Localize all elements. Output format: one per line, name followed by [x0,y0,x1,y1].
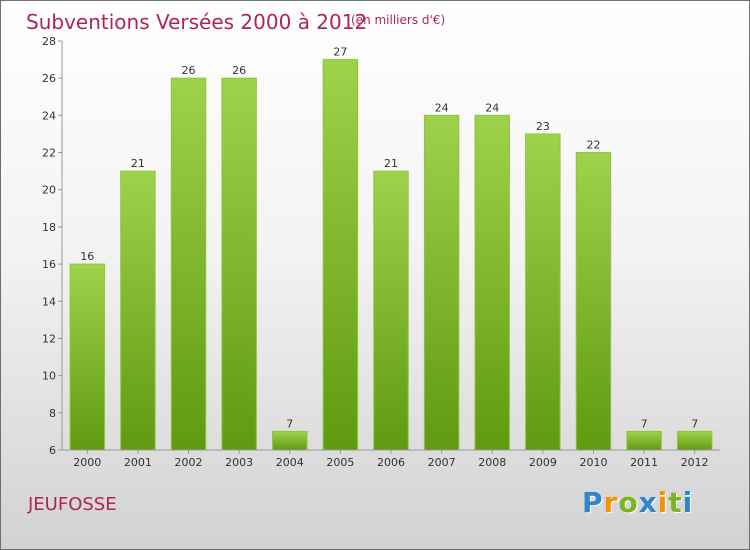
bar-2008 [474,114,510,451]
x-tick-label-2007: 2007 [428,456,456,469]
bar-2005 [322,59,359,451]
bars: 16 21 26 26 7 27 21 24 24 23 22 7 7 [69,46,713,451]
data-label-2005: 27 [333,46,347,59]
bar-2011 [626,430,662,451]
data-label-2001: 21 [131,157,145,170]
x-tick-label-2005: 2005 [326,456,354,469]
bar-2002 [170,77,207,451]
x-tick-label-2001: 2001 [124,456,152,469]
bar-2000 [69,263,106,451]
logo-letter: r [603,486,619,519]
data-label-2000: 16 [80,250,94,263]
data-label-2010: 22 [586,139,600,152]
data-label-2011: 7 [641,417,648,430]
x-tick-label-2010: 2010 [579,456,607,469]
bar-2001 [120,170,156,451]
x-tick-label-2004: 2004 [276,456,304,469]
axes: 6 8 10 12 14 16 18 20 22 24 26 28 2000 2001 2002 2003 20… [42,35,720,469]
x-tick-label-2002: 2002 [175,456,203,469]
data-label-2008: 24 [485,101,499,114]
bar-2009 [525,133,561,451]
y-tick-label: 24 [42,109,56,122]
logo-letter: o [618,486,639,519]
y-tick-label: 22 [42,147,56,160]
data-label-2012: 7 [691,417,698,430]
x-tick-label-2011: 2011 [630,456,658,469]
x-tick-label-2003: 2003 [225,456,253,469]
y-tick-label: 28 [42,35,56,48]
logo-letter: i [657,486,669,519]
y-tick-label: 10 [42,370,56,383]
y-tick-label: 26 [42,72,56,85]
data-label-2007: 24 [435,101,449,114]
y-tick-label: 6 [49,444,56,457]
x-tick-label-2006: 2006 [377,456,405,469]
data-label-2004: 7 [286,417,293,430]
bar-2004 [272,430,308,451]
y-tick-label: 12 [42,332,56,345]
chart-subtitle: (en milliers d'€) [351,13,445,27]
data-label-2009: 23 [536,120,550,133]
y-tick-label: 20 [42,184,56,197]
bar-2012 [676,430,713,451]
x-tick-label-2009: 2009 [529,456,557,469]
bar-2007 [423,114,460,451]
bar-2003 [221,77,257,451]
x-tick-label-2008: 2008 [478,456,506,469]
proxiti-logo: Proxiti [582,486,693,519]
logo-letter: P [582,486,604,519]
bar-2006 [373,170,409,451]
y-tick-label: 16 [42,258,56,271]
data-label-2002: 26 [182,64,196,77]
place-name: JEUFOSSE [28,494,117,515]
x-tick-label-2000: 2000 [73,456,101,469]
chart-title: Subventions Versées 2000 à 2012 [26,10,367,34]
logo-letter: i [682,486,694,519]
y-tick-label: 18 [42,221,56,234]
logo-letter: t [668,486,683,519]
y-tick-label: 14 [42,295,56,308]
data-label-2006: 21 [384,157,398,170]
bar-2010 [575,152,612,451]
y-tick-label: 8 [49,407,56,420]
logo-letter: x [638,486,658,519]
data-label-2003: 26 [232,64,246,77]
x-tick-label-2012: 2012 [681,456,709,469]
